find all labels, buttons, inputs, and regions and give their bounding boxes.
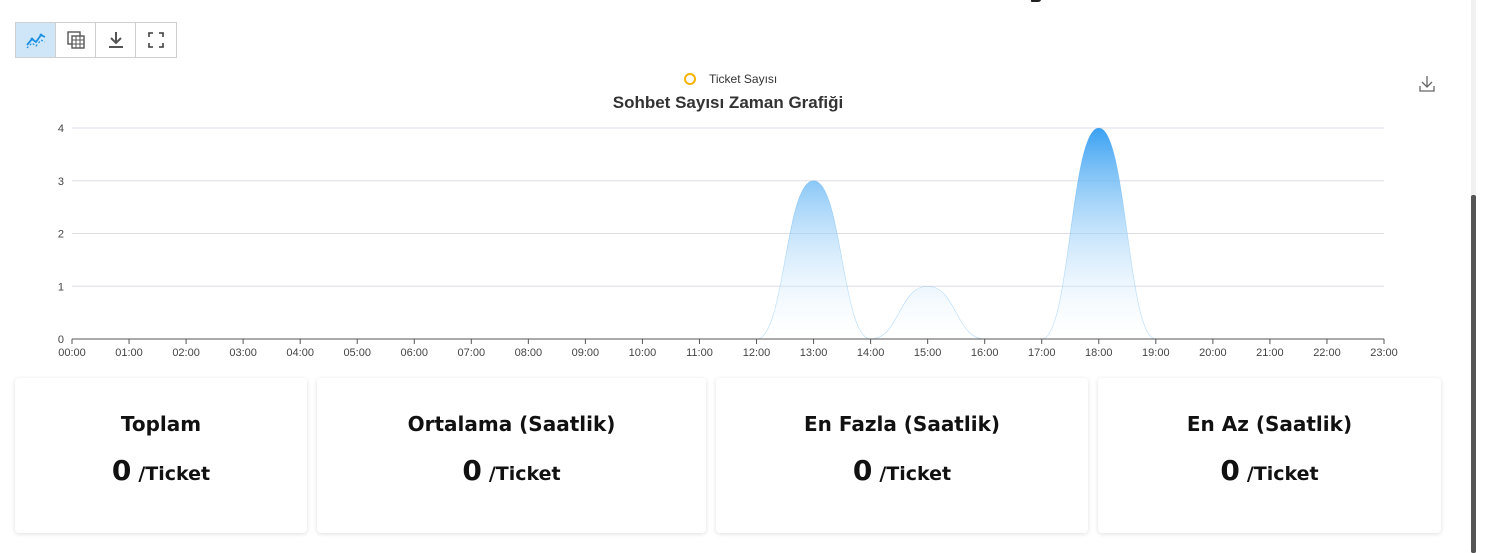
legend-label: Ticket Sayısı — [709, 72, 777, 86]
x-tick-label: 20:00 — [1199, 347, 1227, 359]
x-tick-label: 02:00 — [172, 347, 200, 359]
x-tick-label: 08:00 — [515, 347, 543, 359]
x-axis: 00:00 01:00 02:00 03:00 04:00 05:00 06:00 07:00… — [58, 338, 1398, 359]
fullscreen-button[interactable] — [136, 23, 176, 57]
line-chart-icon — [25, 33, 45, 49]
stat-card-total: Toplam 0/Ticket — [15, 378, 307, 533]
chart-save-icon[interactable] — [1419, 76, 1435, 92]
x-tick-label: 06:00 — [400, 347, 428, 359]
download-button[interactable] — [96, 23, 136, 57]
x-tick-label: 00:00 — [58, 347, 86, 359]
x-tick-label: 11:00 — [686, 347, 713, 359]
stat-title: En Fazla (Saatlik) — [803, 412, 1001, 436]
x-tick-label: 05:00 — [343, 347, 371, 359]
x-tick-label: 09:00 — [572, 347, 600, 359]
stat-unit: /Ticket — [138, 463, 211, 485]
stat-unit: /Ticket — [879, 463, 952, 485]
x-tick-label: 19:00 — [1142, 347, 1170, 359]
chart-legend[interactable]: Ticket Sayısı — [684, 72, 777, 86]
series-area-fill — [72, 128, 1384, 339]
download-icon — [108, 32, 123, 48]
x-tick-label: 12:00 — [743, 347, 771, 359]
x-tick-label: 07:00 — [458, 347, 486, 359]
chart-grid — [72, 127, 1384, 287]
chart-title: Sohbet Sayısı Zaman Grafiği — [613, 93, 844, 112]
stat-unit: /Ticket — [1246, 463, 1319, 485]
x-tick-label: 18:00 — [1085, 347, 1113, 359]
x-tick-label: 13:00 — [800, 347, 828, 359]
x-tick-label: 10:00 — [629, 347, 657, 359]
chart-toolbar — [15, 22, 177, 58]
line-chart-toggle-button[interactable] — [16, 23, 56, 57]
x-tick-label: 22:00 — [1313, 347, 1341, 359]
stat-card-min: En Az (Saatlik) 0/Ticket — [1098, 378, 1441, 533]
stat-title: Toplam — [120, 412, 202, 436]
x-tick-label: 16:00 — [971, 347, 999, 359]
stat-title: Ortalama (Saatlik) — [407, 412, 616, 436]
page-title-fragment — [1020, 0, 1050, 4]
stat-card-average: Ortalama (Saatlik) 0/Ticket — [317, 378, 706, 533]
stat-card-max: En Fazla (Saatlik) 0/Ticket — [716, 378, 1088, 533]
scrollbar-thumb[interactable] — [1471, 195, 1476, 553]
stat-title: En Az (Saatlik) — [1186, 412, 1353, 436]
page-scrollbar[interactable] — [1471, 0, 1476, 553]
x-tick-label: 15:00 — [914, 347, 942, 359]
x-tick-label: 17:00 — [1028, 347, 1056, 359]
y-tick-label: 0 — [58, 334, 64, 346]
y-tick-label: 2 — [58, 229, 64, 241]
legend-marker — [684, 73, 696, 85]
x-tick-label: 21:00 — [1256, 347, 1284, 359]
fullscreen-icon — [148, 32, 164, 48]
x-tick-label: 23:00 — [1370, 347, 1398, 359]
stat-value: 0 — [462, 454, 482, 487]
table-icon — [66, 31, 85, 49]
stat-unit: /Ticket — [488, 463, 561, 485]
data-table-button[interactable] — [56, 23, 96, 57]
x-tick-label: 03:00 — [229, 347, 257, 359]
stat-value: 0 — [111, 454, 132, 487]
y-tick-label: 1 — [58, 281, 64, 293]
chart: Ticket Sayısı Sohbet Sayısı Zaman Grafiğ… — [58, 72, 1435, 359]
x-tick-label: 04:00 — [286, 347, 314, 359]
y-tick-label: 3 — [58, 176, 64, 188]
x-tick-label: 14:00 — [857, 347, 885, 359]
y-tick-label: 4 — [58, 123, 64, 135]
stat-value: 0 — [852, 454, 873, 487]
x-tick-label: 01:00 — [115, 347, 143, 359]
stat-value: 0 — [1220, 454, 1240, 487]
y-axis: 0 1 2 3 4 — [58, 123, 64, 346]
